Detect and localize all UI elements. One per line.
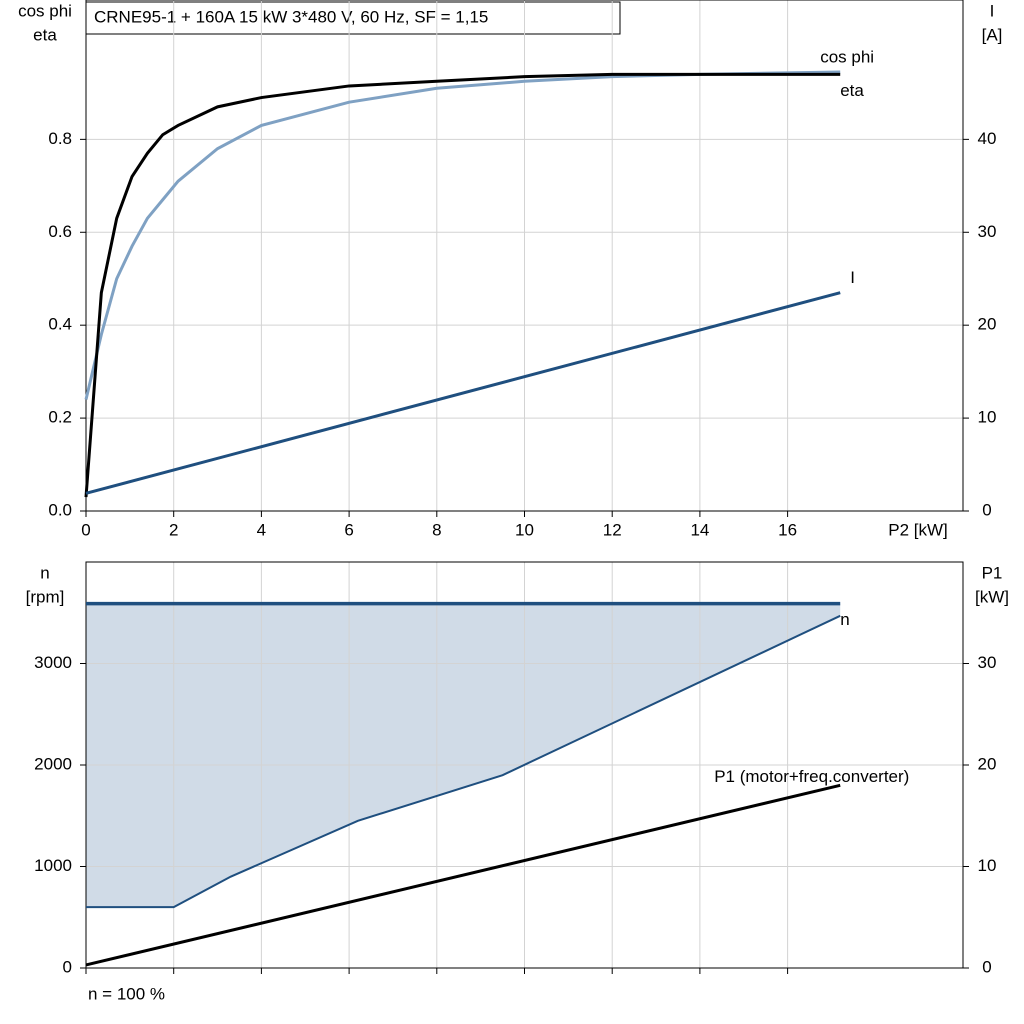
plot-frame — [85, 561, 964, 969]
y-tick-label: 0.4 — [48, 315, 72, 334]
y-tick-label: 3000 — [34, 653, 72, 672]
series-label: eta — [840, 81, 864, 100]
y2-tick-label: 0 — [982, 500, 991, 519]
plot-frame — [85, 0, 964, 512]
y2-tick-label: 20 — [978, 315, 997, 334]
y2-tick-label: 30 — [978, 653, 997, 672]
y2-axis-label: [kW] — [975, 587, 1009, 606]
y2-axis-label: P1 — [982, 563, 1003, 582]
x-tick-label: 0 — [81, 520, 90, 539]
x-tick-label: 14 — [690, 520, 709, 539]
y-axis-label: [rpm] — [26, 587, 65, 606]
y-tick-label: 0.0 — [48, 500, 72, 519]
x-tick-label: 4 — [257, 520, 266, 539]
x-tick-label: 10 — [515, 520, 534, 539]
series-label: I — [850, 268, 855, 287]
y2-axis-label: I — [990, 1, 995, 20]
y2-axis-label: [A] — [982, 25, 1003, 44]
y2-tick-label: 0 — [982, 957, 991, 976]
y2-tick-label: 10 — [978, 408, 997, 427]
range-area — [86, 603, 841, 908]
title-box — [85, 1, 621, 35]
y-tick-label: 1000 — [34, 856, 72, 875]
x-tick-label: 12 — [603, 520, 622, 539]
x-tick-label: 16 — [778, 520, 797, 539]
y-tick-label: 0.2 — [48, 408, 72, 427]
y-tick-label: 0.8 — [48, 129, 72, 148]
y-axis-label: cos phi — [18, 1, 72, 20]
series-label: n — [840, 610, 849, 629]
series-line — [84, 72, 841, 498]
series-label: P1 (motor+freq.converter) — [714, 767, 909, 786]
x-tick-label: 8 — [432, 520, 441, 539]
note: n = 100 % — [88, 984, 165, 1003]
x-tick-label: 6 — [344, 520, 353, 539]
y-tick-label: 0 — [63, 957, 72, 976]
series-line — [85, 783, 841, 967]
series-line — [85, 291, 841, 495]
series-line — [84, 70, 841, 400]
y2-tick-label: 20 — [978, 754, 997, 773]
y-tick-label: 0.6 — [48, 222, 72, 241]
lower-line — [86, 614, 841, 909]
series-label: cos phi — [820, 47, 874, 66]
y-axis-label: eta — [33, 25, 57, 44]
x-tick-label: 2 — [169, 520, 178, 539]
y2-tick-label: 40 — [978, 129, 997, 148]
y-axis-label: n — [40, 563, 49, 582]
chart-title: CRNE95-1 + 160A 15 kW 3*480 V, 60 Hz, SF… — [94, 7, 488, 26]
y-tick-label: 2000 — [34, 754, 72, 773]
y2-tick-label: 30 — [978, 222, 997, 241]
y2-tick-label: 10 — [978, 856, 997, 875]
x-axis-label: P2 [kW] — [888, 520, 948, 539]
